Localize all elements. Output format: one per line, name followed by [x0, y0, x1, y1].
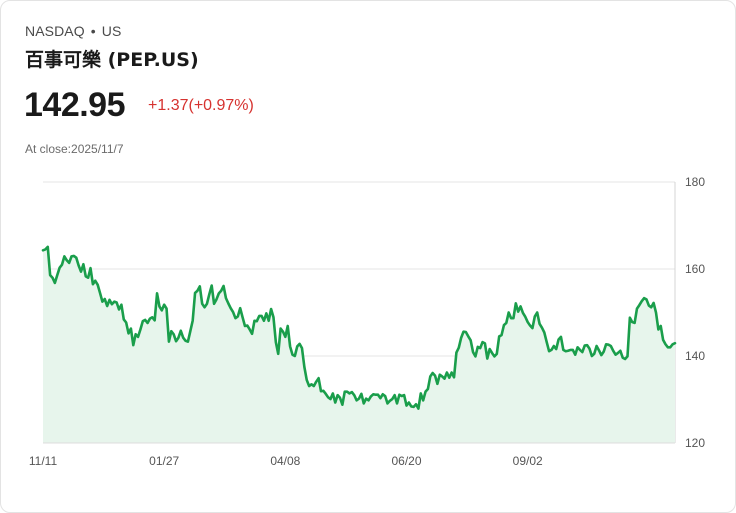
x-tick-label: 04/08: [270, 454, 300, 468]
x-tick-label: 06/20: [392, 454, 422, 468]
x-tick-label: 11/11: [29, 454, 58, 468]
stock-title: 百事可樂 (PEP.US): [25, 49, 199, 71]
exchange-name: NASDAQ: [25, 23, 85, 39]
region-label: US: [101, 23, 122, 39]
separator-dot: •: [90, 23, 96, 39]
x-tick-label: 01/27: [149, 454, 179, 468]
price-area: [43, 246, 675, 443]
price-line[interactable]: [41, 245, 677, 410]
x-tick-label: 09/02: [513, 454, 543, 468]
close-date: At close:2025/11/7: [25, 142, 124, 156]
price-change: +1.37(+0.97%): [148, 97, 254, 114]
y-tick-label: 160: [685, 262, 705, 276]
current-price: 142.95: [24, 86, 126, 124]
y-tick-label: 180: [685, 175, 705, 189]
exchange-line: NASDAQ • US: [25, 23, 121, 39]
y-tick-label: 140: [685, 349, 705, 363]
y-tick-label: 120: [685, 436, 705, 450]
